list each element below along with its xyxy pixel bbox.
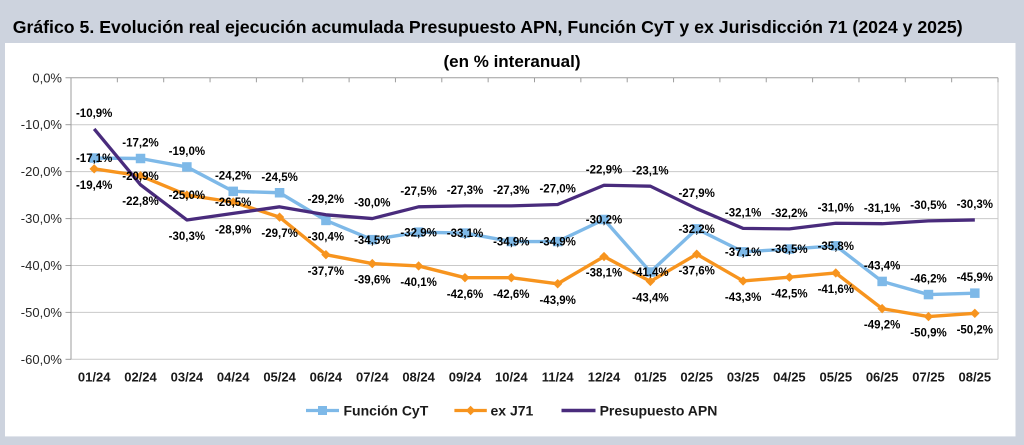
svg-text:01/25: 01/25 [634,370,667,385]
svg-text:-30,0%: -30,0% [21,211,63,226]
svg-text:-30,5%: -30,5% [910,200,946,212]
svg-text:-25,0%: -25,0% [169,190,205,202]
svg-text:03/24: 03/24 [171,370,204,385]
svg-text:-29,2%: -29,2% [308,194,344,206]
svg-text:-46,2%: -46,2% [910,274,946,286]
svg-text:-22,8%: -22,8% [122,196,158,208]
svg-text:04/24: 04/24 [217,370,250,385]
svg-text:-17,1%: -17,1% [76,153,112,165]
svg-text:-34,5%: -34,5% [354,235,390,247]
svg-text:-41,6%: -41,6% [818,284,854,296]
svg-text:-24,5%: -24,5% [261,172,297,184]
svg-text:-43,4%: -43,4% [632,293,668,305]
svg-text:-24,2%: -24,2% [215,170,251,182]
svg-text:06/24: 06/24 [310,370,343,385]
svg-text:-27,5%: -27,5% [400,186,436,198]
svg-text:-37,6%: -37,6% [678,265,714,277]
svg-text:-50,0%: -50,0% [21,305,63,320]
svg-text:-40,0%: -40,0% [21,258,63,273]
svg-text:-32,1%: -32,1% [725,208,761,220]
svg-text:Función CyT: Función CyT [344,403,429,419]
svg-text:08/24: 08/24 [402,370,435,385]
svg-text:-10,0%: -10,0% [21,117,63,132]
svg-text:01/24: 01/24 [78,370,111,385]
svg-text:02/24: 02/24 [124,370,157,385]
svg-text:10/24: 10/24 [495,370,528,385]
svg-text:04/25: 04/25 [773,370,806,385]
svg-text:-30,4%: -30,4% [308,232,344,244]
svg-text:-41,4%: -41,4% [632,267,668,279]
svg-text:-37,1%: -37,1% [725,247,761,259]
svg-text:-60,0%: -60,0% [21,352,63,367]
svg-text:-19,0%: -19,0% [169,146,205,158]
svg-text:05/25: 05/25 [820,370,853,385]
svg-text:02/25: 02/25 [680,370,713,385]
svg-text:-43,3%: -43,3% [725,292,761,304]
svg-text:09/24: 09/24 [449,370,482,385]
svg-text:-20,9%: -20,9% [122,171,158,183]
svg-text:Gráfico 5. Evolución real ejec: Gráfico 5. Evolución real ejecución acum… [13,17,963,37]
svg-text:-19,4%: -19,4% [76,180,112,192]
svg-text:-36,5%: -36,5% [771,244,807,256]
svg-text:-31,0%: -31,0% [818,202,854,214]
svg-text:05/24: 05/24 [263,370,296,385]
svg-text:-27,9%: -27,9% [678,188,714,200]
svg-text:-37,7%: -37,7% [308,266,344,278]
svg-text:-50,2%: -50,2% [957,324,993,336]
svg-text:(en % interanual): (en % interanual) [444,52,581,71]
svg-text:-17,2%: -17,2% [122,138,158,150]
svg-text:-50,9%: -50,9% [910,328,946,340]
svg-text:-42,6%: -42,6% [447,289,483,301]
svg-text:-29,7%: -29,7% [261,228,297,240]
svg-text:-28,9%: -28,9% [215,225,251,237]
svg-text:-31,1%: -31,1% [864,203,900,215]
svg-text:-32,2%: -32,2% [678,224,714,236]
svg-text:-26,5%: -26,5% [215,197,251,209]
svg-text:ex J71: ex J71 [491,403,534,419]
svg-text:-30,0%: -30,0% [354,198,390,210]
svg-text:-35,8%: -35,8% [818,241,854,253]
svg-text:-39,6%: -39,6% [354,275,390,287]
svg-text:-27,3%: -27,3% [447,185,483,197]
svg-text:0,0%: 0,0% [32,70,62,85]
svg-text:Presupuesto APN: Presupuesto APN [600,403,718,419]
svg-text:-33,1%: -33,1% [447,228,483,240]
svg-text:-38,1%: -38,1% [586,268,622,280]
svg-text:07/24: 07/24 [356,370,389,385]
svg-text:-43,4%: -43,4% [864,261,900,273]
svg-text:-22,9%: -22,9% [586,164,622,176]
svg-text:-42,6%: -42,6% [493,289,529,301]
svg-text:07/25: 07/25 [912,370,945,385]
svg-text:-23,1%: -23,1% [632,165,668,177]
svg-text:12/24: 12/24 [588,370,621,385]
svg-text:03/25: 03/25 [727,370,760,385]
svg-text:-42,5%: -42,5% [771,288,807,300]
svg-text:-34,9%: -34,9% [539,237,575,249]
svg-text:-20,0%: -20,0% [21,164,63,179]
svg-text:-34,9%: -34,9% [493,237,529,249]
svg-text:-27,0%: -27,0% [539,184,575,196]
svg-text:-45,9%: -45,9% [957,272,993,284]
svg-text:-40,1%: -40,1% [400,277,436,289]
svg-text:11/24: 11/24 [542,370,575,385]
svg-text:-30,3%: -30,3% [957,199,993,211]
svg-text:-32,2%: -32,2% [771,208,807,220]
svg-text:-27,3%: -27,3% [493,185,529,197]
svg-text:08/25: 08/25 [959,370,992,385]
svg-text:-49,2%: -49,2% [864,320,900,332]
svg-text:-43,9%: -43,9% [539,295,575,307]
svg-text:-10,9%: -10,9% [76,108,112,120]
svg-text:06/25: 06/25 [866,370,899,385]
svg-text:-30,2%: -30,2% [586,215,622,227]
svg-text:-30,3%: -30,3% [169,231,205,243]
svg-text:-32,9%: -32,9% [400,227,436,239]
